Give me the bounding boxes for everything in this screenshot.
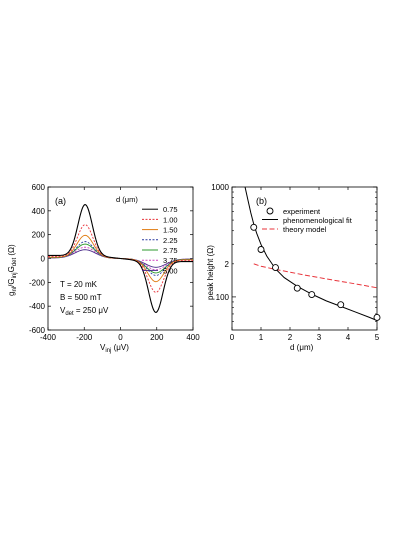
a-ytick-label: 600 [32, 183, 46, 192]
ylabel-inj: inj [12, 272, 18, 278]
experiment-point [272, 264, 279, 271]
panel-a-ylabel: gnl/GinjGdet (Ω) [7, 244, 18, 296]
panel-b-xlabel: d (μm) [290, 343, 314, 352]
annotation-vdet-rest: = 250 μV [74, 306, 109, 315]
b-ytick-minor-label: 2 [225, 260, 230, 269]
a-ytick-label: -400 [29, 302, 46, 311]
panel-a-legend: 0.751.00 1.502.252.753.755.00 [142, 205, 178, 275]
experiment-point [250, 223, 258, 231]
a-xtick-label: 0 [118, 333, 123, 342]
panel-a-xlabel: Vinj (μV) [100, 343, 129, 354]
panel-a-series [47, 204, 194, 313]
panel-b-series [244, 186, 381, 321]
legend-fit: phenomenological fit [283, 216, 353, 225]
b-xtick-label: 4 [346, 333, 351, 342]
a-xtick-label: 400 [186, 333, 200, 342]
experiment-point [257, 246, 265, 253]
b-xtick-label: 2 [288, 333, 293, 342]
legend-theory: theory model [283, 225, 327, 234]
b-xtick-label: 3 [317, 333, 322, 342]
panel-a-xlabel-sub: inj [105, 348, 111, 354]
a-ytick-label: -600 [29, 326, 46, 335]
experiment-point [337, 301, 345, 309]
legend-entry: 0.75 [163, 205, 178, 214]
ylabel-g: g [7, 292, 16, 296]
legend-entry: 2.75 [163, 246, 178, 255]
panel-b-label: (b) [256, 196, 267, 206]
legend-experiment: experiment [283, 207, 321, 216]
panel-a-xlabel-main: V [100, 343, 106, 352]
a-ytick-label: 400 [32, 207, 46, 216]
a-ytick-label: 0 [41, 255, 46, 264]
ylabel-g2: G [7, 266, 16, 272]
phenomenological-fit-line [244, 186, 378, 321]
panel-b-ylabel: peak height (Ω) [206, 245, 215, 300]
panel-b: 0 1 2 3 4 5 100 1000 2 (b) experimentphenomenolo… [206, 183, 381, 352]
annotation-vdet: Vdet = 250 μV [60, 306, 109, 317]
a-ytick-label: -200 [29, 278, 46, 287]
experiment-point [373, 314, 381, 321]
a-xtick-label: -400 [40, 333, 57, 342]
series-line-d-2-25 [48, 241, 193, 276]
b-ytick-label: 1000 [211, 183, 229, 192]
panel-b-ticks: 0 1 2 3 4 5 100 1000 2 [211, 183, 380, 342]
legend-entry: 5.00 [163, 266, 178, 275]
panel-a-label: (a) [55, 196, 66, 206]
theory-model-line [253, 263, 378, 289]
legend-title: d (μm) [116, 195, 138, 204]
ylabel-slash-g: /G [7, 278, 16, 286]
b-xtick-label: 1 [259, 333, 264, 342]
legend-entry: 2.25 [163, 236, 178, 245]
ylabel-det: det [12, 257, 18, 266]
b-ytick-label: 100 [216, 293, 230, 302]
legend-entry: 3.75 [163, 256, 178, 265]
legend-experiment-marker [266, 207, 274, 215]
b-xtick-label: 5 [375, 333, 380, 342]
a-ytick-label: 200 [32, 231, 46, 240]
ylabel-unit: (Ω) [7, 244, 16, 258]
annotation-field: B = 500 mT [60, 293, 102, 302]
legend-entry: 1.50 [163, 226, 178, 235]
annotation-temperature: T = 20 mK [60, 280, 98, 289]
ylabel-nl: nl [12, 287, 18, 292]
legend-entry: 1.00 [163, 215, 178, 224]
a-xtick-label: 200 [150, 333, 164, 342]
annotation-vdet-main: V [60, 306, 66, 315]
b-xtick-label: 0 [230, 333, 235, 342]
experiment-point [293, 284, 301, 292]
annotation-vdet-sub: det [65, 311, 74, 317]
panel-b-frame [231, 186, 378, 331]
panel-a-xlabel-unit: (μV) [111, 343, 129, 352]
series-line-d-0-75 [47, 204, 194, 313]
a-xtick-label: -200 [76, 333, 93, 342]
experiment-point [308, 291, 316, 299]
